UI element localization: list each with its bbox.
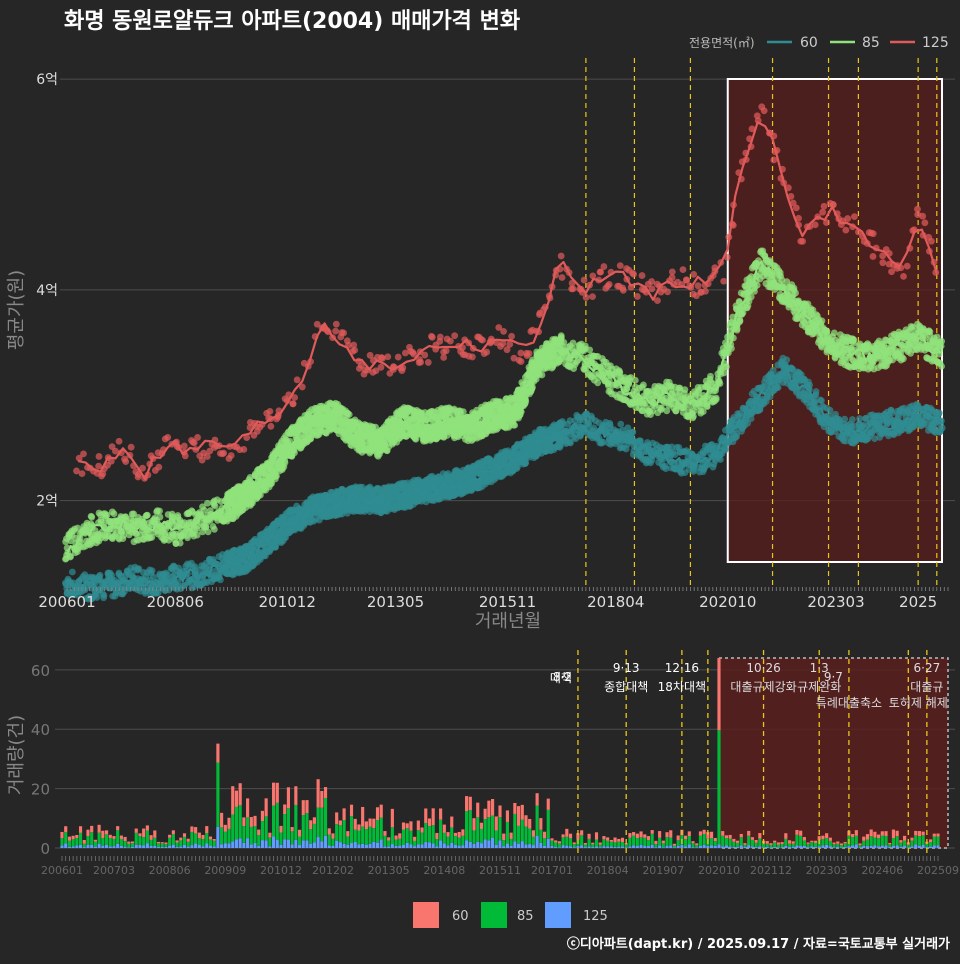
- price-point-60: [710, 464, 717, 471]
- price-y-tick-label: 6억: [36, 72, 58, 88]
- price-point-85: [346, 411, 353, 418]
- price-point-85: [528, 386, 535, 393]
- price-point-85: [156, 508, 163, 515]
- price-point-60: [690, 468, 697, 475]
- price-point-60: [119, 590, 126, 597]
- price-point-60: [939, 425, 946, 432]
- price-point-85: [573, 358, 580, 365]
- price-point-85: [205, 528, 212, 535]
- price-point-85: [174, 514, 181, 521]
- price-highlight-region: [728, 79, 942, 562]
- price-point-85: [119, 535, 126, 542]
- price-point-60: [617, 421, 624, 428]
- price-point-85: [111, 510, 118, 517]
- price-point-60: [812, 391, 819, 398]
- price-point-85: [211, 526, 218, 533]
- price-point-85: [511, 422, 518, 429]
- price-point-85: [88, 514, 95, 521]
- price-point-60: [817, 397, 824, 404]
- legend-title: 전용면적(㎡): [689, 36, 755, 50]
- price-point-60: [149, 567, 156, 574]
- price-point-60: [849, 416, 856, 423]
- legend-label-125: 125: [922, 35, 949, 51]
- price-point-85: [212, 503, 219, 510]
- price-point-60: [760, 384, 767, 391]
- price-y-tick-label: 4억: [36, 283, 58, 299]
- price-point-85: [594, 379, 601, 386]
- price-point-60: [888, 407, 895, 414]
- price-point-60: [735, 413, 742, 420]
- legend-label-60: 60: [800, 35, 818, 51]
- price-point-60: [629, 429, 636, 436]
- price-point-60: [443, 471, 450, 478]
- chart-title: 화명 동원로얄듀크 아파트(2004) 매매가격 변화: [64, 9, 520, 34]
- price-point-85: [586, 347, 593, 354]
- price-point-60: [101, 592, 108, 599]
- price-point-60: [936, 409, 943, 416]
- legend-label-85: 85: [862, 35, 880, 51]
- price-point-85: [539, 372, 546, 379]
- price-point-85: [148, 534, 155, 541]
- price-point-85: [66, 533, 73, 540]
- price-point-85: [272, 476, 279, 483]
- price-y-tick-label: 2억: [36, 494, 58, 510]
- price-point-85: [177, 540, 184, 547]
- price-point-60: [741, 422, 748, 429]
- price-point-60: [738, 428, 745, 435]
- price-point-60: [69, 569, 76, 576]
- price-point-60: [217, 576, 224, 583]
- price-point-60: [783, 356, 790, 363]
- price-point-85: [517, 408, 524, 415]
- price-point-60: [96, 573, 103, 580]
- price-point-60: [827, 407, 834, 414]
- price-point-85: [122, 513, 129, 520]
- price-point-85: [144, 512, 151, 519]
- price-point-85: [204, 500, 211, 507]
- price-point-85: [279, 465, 286, 472]
- price-point-85: [384, 447, 391, 454]
- price-point-85: [558, 332, 565, 339]
- price-point-85: [157, 514, 164, 521]
- price-point-60: [722, 446, 729, 453]
